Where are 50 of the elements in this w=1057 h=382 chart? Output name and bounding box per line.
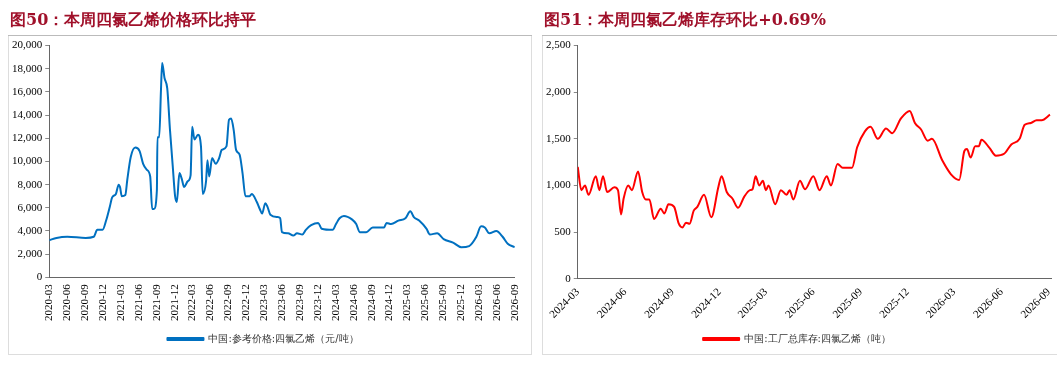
- x-tick-label: 2025-12: [453, 284, 466, 322]
- y-tick-label: 12,000: [12, 131, 43, 144]
- x-tick-label: 2022-03: [185, 283, 198, 322]
- y-tick-label: 0: [36, 270, 43, 283]
- x-tick-label: 2026-03: [471, 283, 484, 322]
- y-tick-label: 18,000: [12, 61, 43, 74]
- y-tick-label: 2,000: [546, 85, 572, 98]
- x-tick-label: 2023-03: [256, 283, 269, 322]
- x-tick-label: 2025-06: [418, 283, 431, 322]
- y-tick-label: 1,500: [546, 131, 572, 144]
- y-tick-label: 8,000: [17, 177, 43, 190]
- y-tick-label: 10,000: [12, 154, 43, 167]
- x-tick-label: 2021-06: [131, 283, 144, 322]
- y-tick-label: 14,000: [12, 108, 43, 121]
- x-tick-label: 2026-06: [489, 283, 502, 322]
- x-tick-label: 2020-12: [96, 284, 109, 322]
- y-tick-label: 0: [565, 271, 572, 284]
- x-tick-label: 2023-06: [274, 283, 287, 322]
- x-tick-label: 2024-09: [364, 283, 377, 322]
- x-tick-label: 2021-09: [149, 283, 162, 322]
- x-tick-label: 2025-03: [400, 283, 413, 322]
- x-tick-label: 2024-03: [328, 283, 341, 322]
- x-tick-label: 2020-06: [60, 283, 73, 322]
- x-tick-label: 2022-09: [221, 283, 234, 322]
- legend-label: 中国:参考价格:四氯乙烯（元/吨）: [208, 332, 359, 344]
- x-tick-label: 2022-12: [239, 284, 252, 322]
- y-tick-label: 4,000: [17, 223, 43, 236]
- y-tick-label: 2,000: [17, 247, 43, 260]
- x-tick-label: 2021-12: [167, 284, 180, 322]
- x-tick-label: 2025-09: [436, 283, 449, 322]
- x-tick-label: 2024-12: [382, 284, 395, 322]
- y-tick-label: 1,000: [546, 178, 572, 191]
- y-tick-label: 2,500: [546, 38, 572, 51]
- y-tick-label: 20,000: [12, 38, 43, 51]
- line-series: [577, 109, 1051, 229]
- y-tick-label: 16,000: [12, 84, 43, 97]
- x-tick-label: 2026-09: [507, 283, 520, 322]
- y-tick-label: 6,000: [17, 200, 43, 213]
- x-tick-label: 2021-03: [113, 283, 126, 322]
- line-series: [49, 61, 515, 249]
- legend-label: 中国:工厂总库存:四氯乙烯（吨）: [744, 332, 891, 344]
- x-tick-label: 2020-03: [42, 283, 55, 322]
- chart-title: 图50：本周四氯乙烯价格环比持平: [8, 8, 532, 36]
- x-tick-label: 2023-12: [310, 284, 323, 322]
- chart-title: 图51：本周四氯乙烯库存环比+0.69%: [542, 8, 1057, 36]
- x-tick-label: 2023-09: [292, 283, 305, 322]
- y-tick-label: 500: [554, 225, 572, 237]
- x-tick-label: 2022-06: [203, 283, 216, 322]
- x-tick-label: 2020-09: [78, 283, 91, 322]
- x-tick-label: 2024-06: [346, 283, 359, 322]
